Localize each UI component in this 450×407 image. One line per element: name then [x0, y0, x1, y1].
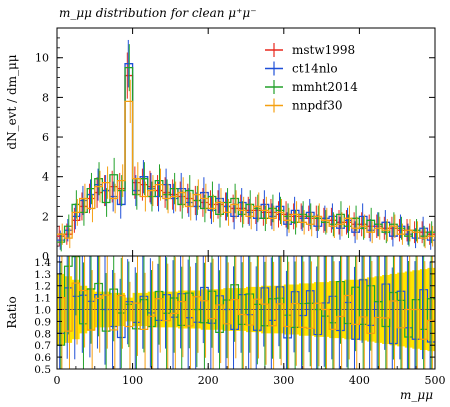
- main-y-tick-label: 2: [42, 210, 49, 223]
- ratio-y-tick-label: 1.2: [34, 281, 51, 293]
- ratio-series-mmht2014: [57, 256, 435, 369]
- ratio-line-nnpdf30: [57, 282, 435, 340]
- legend-label-mstw1998: mstw1998: [292, 43, 355, 57]
- legend-label-nnpdf30: nnpdf30: [292, 99, 343, 113]
- main-y-tick-label: 8: [42, 91, 49, 104]
- main-y-tick-label: 6: [42, 131, 49, 144]
- chart-title: m_μμ distribution for clean μ⁺μ⁻: [59, 6, 257, 20]
- main-histograms: [57, 39, 435, 252]
- main-y-axis-label: dN_evt / dm_μμ: [5, 54, 19, 149]
- ratio-y-tick-label: 1.1: [34, 293, 51, 305]
- histogram-line-nnpdf30: [57, 100, 435, 239]
- ratio-panel: 0.50.60.70.80.91.01.11.21.31.4 Ratio 0 100 2…: [5, 255, 446, 402]
- ratio-y-tick-label: 1.0: [34, 305, 51, 317]
- histogram-line-mmht2014: [57, 67, 435, 243]
- series-mmht2014: [57, 44, 435, 252]
- ratio-y-tick-label: 0.7: [34, 340, 51, 352]
- ratio-y-tick-label: 0.5: [34, 364, 51, 376]
- main-y-tick-label: 10: [35, 52, 49, 65]
- main-panel: m_μμ distribution for clean μ⁺μ⁻ dN_evt /…: [5, 6, 436, 263]
- main-y-tick-label: 4: [42, 171, 49, 184]
- ratio-series-nnpdf30: [57, 256, 435, 369]
- x-axis-label: m_μμ: [400, 388, 433, 402]
- legend-label-mmht2014: mmht2014: [292, 80, 358, 94]
- x-tick-label: 500: [425, 374, 446, 387]
- ratio-y-tick-label: 0.8: [34, 328, 51, 340]
- legend: mstw1998 ct14nlo mmht2014 nnpdf30: [265, 43, 358, 113]
- x-tick-label: 100: [122, 374, 143, 387]
- ratio-y-tick-label: 0.9: [34, 316, 51, 328]
- series-nnpdf30: [57, 79, 435, 249]
- ratio-y-tick-label: 1.4: [34, 257, 51, 269]
- ratio-y-axis-label: Ratio: [5, 296, 19, 328]
- legend-label-ct14nlo: ct14nlo: [292, 62, 338, 76]
- ratio-line-mmht2014: [57, 256, 435, 346]
- ratio-body: [57, 256, 435, 369]
- x-tick-label: 0: [54, 374, 61, 387]
- x-tick-label: 200: [198, 374, 219, 387]
- x-tick-label: 400: [349, 374, 370, 387]
- ratio-y-tick-label: 1.3: [34, 269, 51, 281]
- x-tick-label: 300: [273, 374, 294, 387]
- main-y-tick-label: 0: [42, 250, 49, 263]
- ratio-y-tick-label: 0.6: [34, 352, 51, 364]
